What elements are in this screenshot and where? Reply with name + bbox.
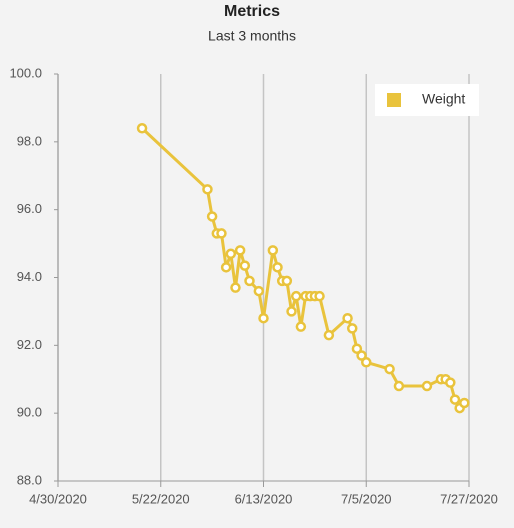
data-point <box>384 363 395 375</box>
data-point <box>361 357 372 368</box>
data-point <box>346 323 358 334</box>
data-point <box>206 211 218 222</box>
y-tick-label: 96.0 <box>17 201 42 216</box>
x-tick-label: 7/27/2020 <box>440 491 498 506</box>
data-point <box>136 123 148 134</box>
data-point <box>253 285 265 297</box>
data-point <box>445 377 456 388</box>
data-point <box>323 329 335 341</box>
data-point <box>216 228 227 239</box>
data-point <box>230 282 241 293</box>
data-point <box>449 394 461 405</box>
y-tick-label: 98.0 <box>17 133 42 148</box>
data-point <box>272 262 283 273</box>
data-point <box>267 245 279 256</box>
data-point <box>239 260 251 271</box>
data-point <box>356 350 367 361</box>
data-point <box>314 290 325 302</box>
data-point <box>351 343 363 354</box>
data-point <box>290 290 302 302</box>
legend-label: Weight <box>422 91 465 107</box>
y-tick-label: 94.0 <box>17 269 42 284</box>
data-line <box>141 127 466 410</box>
data-point <box>258 312 269 324</box>
chart-subtitle: Last 3 months <box>208 28 296 44</box>
data-point <box>244 275 255 287</box>
data-point <box>342 312 353 324</box>
data-point <box>202 184 213 195</box>
data-point <box>459 397 470 409</box>
y-tick-label: 90.0 <box>17 405 42 420</box>
data-point <box>421 380 433 392</box>
data-point <box>225 248 237 260</box>
x-tick-label: 4/30/2020 <box>29 491 87 506</box>
x-tick-label: 6/13/2020 <box>235 491 293 506</box>
data-point <box>220 262 232 273</box>
data-point <box>234 245 246 256</box>
x-tick-label: 5/22/2020 <box>132 491 190 506</box>
x-tick-label: 7/5/2020 <box>341 491 392 506</box>
y-tick-label: 88.0 <box>17 472 42 487</box>
data-point <box>286 306 297 317</box>
legend-swatch <box>387 93 401 107</box>
y-tick-label: 100.0 <box>9 65 42 80</box>
data-point <box>393 380 405 392</box>
data-point <box>281 275 293 287</box>
data-point <box>295 321 307 332</box>
y-tick-label: 92.0 <box>17 337 42 352</box>
chart-title: Metrics <box>224 3 280 20</box>
